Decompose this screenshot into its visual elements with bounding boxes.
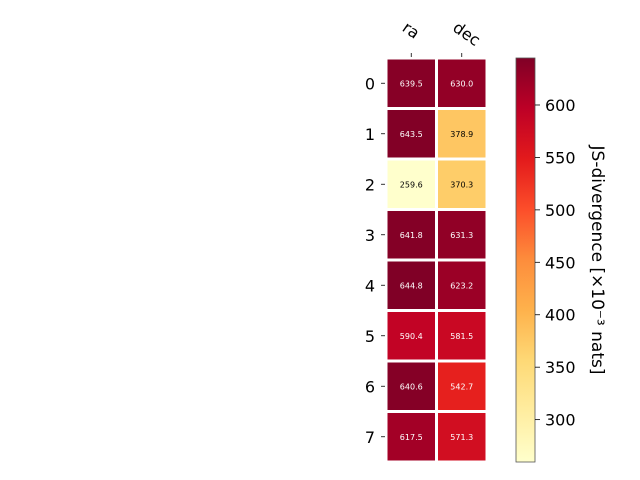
colorbar-gradient [515, 57, 536, 463]
cell-value-label: 581.5 [450, 332, 473, 341]
heatmap-cell-2-0 [387, 160, 435, 208]
cell-value-label: 378.9 [450, 130, 473, 139]
x-tick-label-dec: dec [449, 18, 483, 50]
y-tick-label-2: 2 [365, 175, 375, 194]
y-tick-label-4: 4 [365, 276, 375, 295]
cell-value-label: 623.2 [450, 281, 473, 290]
y-tick-label-7: 7 [365, 428, 375, 447]
heatmap-cells: 639.5 630.0 643.5 378.9 259.6 370.3 641.8 631.3… [387, 59, 486, 461]
heatmap-cell-6-1 [438, 362, 486, 410]
heatmap-cell-7-0 [387, 413, 435, 461]
heatmap-cell-0-0 [387, 59, 435, 107]
cell-value-label: 630.0 [450, 79, 473, 88]
colorbar-tick-label: 300 [545, 411, 576, 430]
cell-value-label: 639.5 [400, 79, 423, 88]
colorbar-tick-label: 550 [545, 148, 576, 167]
colorbar-tick-label: 500 [545, 201, 576, 220]
heatmap-cell-5-1 [438, 312, 486, 360]
y-tick-label-5: 5 [365, 327, 375, 346]
cell-value-label: 631.3 [450, 231, 473, 240]
cell-value-label: 370.3 [450, 180, 473, 189]
heatmap-cell-1-0 [387, 110, 435, 158]
y-tick-label-6: 6 [365, 377, 375, 396]
cell-value-label: 644.8 [400, 281, 423, 290]
cell-value-label: 640.6 [400, 382, 423, 391]
colorbar-tick-label: 450 [545, 253, 576, 272]
colorbar-tick-label: 600 [545, 96, 576, 115]
heatmap-cell-4-0 [387, 261, 435, 309]
colorbar: 300 350 400 450 500 550 600 JS-divergence [×10… [515, 57, 607, 463]
heatmap-cell-3-1 [438, 211, 486, 259]
heatmap-cell-2-1 [438, 160, 486, 208]
heatmap-cell-6-0 [387, 362, 435, 410]
y-tick-label-1: 1 [365, 125, 375, 144]
cell-value-label: 590.4 [400, 332, 423, 341]
colorbar-tick-label: 350 [545, 358, 576, 377]
y-tick-label-0: 0 [365, 74, 375, 93]
y-axis-ticks: 0 1 2 3 4 5 6 7 [365, 74, 385, 447]
heatmap-cell-5-0 [387, 312, 435, 360]
cell-value-label: 542.7 [450, 382, 473, 391]
cell-value-label: 571.3 [450, 433, 473, 442]
heatmap-cell-7-1 [438, 413, 486, 461]
y-tick-label-3: 3 [365, 226, 375, 245]
cell-value-label: 643.5 [400, 130, 423, 139]
heatmap-cell-3-0 [387, 211, 435, 259]
x-axis-ticks: ra dec [399, 18, 484, 57]
heatmap-cell-0-1 [438, 59, 486, 107]
colorbar-ticks: 300 350 400 450 500 550 600 [535, 96, 576, 430]
colorbar-tick-label: 400 [545, 306, 576, 325]
cell-value-label: 641.8 [400, 231, 423, 240]
cell-value-label: 259.6 [400, 180, 423, 189]
heatmap-cell-4-1 [438, 261, 486, 309]
colorbar-label: JS-divergence [×10⁻³ nats] [587, 145, 607, 375]
x-tick-label-ra: ra [399, 18, 423, 43]
cell-value-label: 617.5 [400, 433, 423, 442]
heatmap-cell-1-1 [438, 110, 486, 158]
